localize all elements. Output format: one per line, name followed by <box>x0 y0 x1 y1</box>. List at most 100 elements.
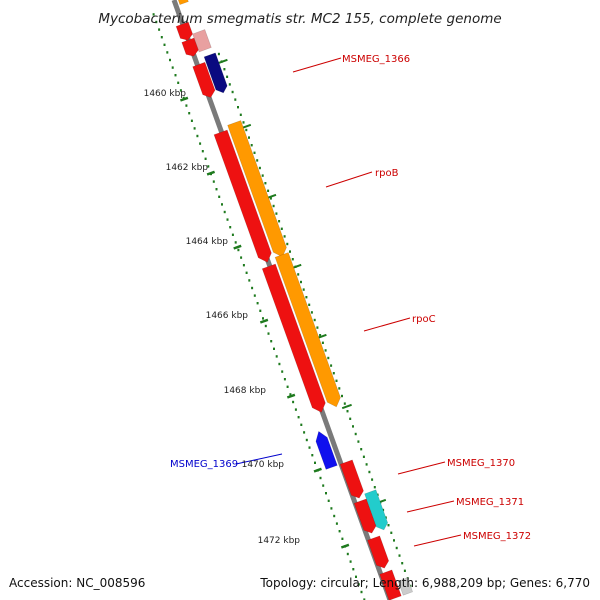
scale-tick-minor <box>221 203 223 206</box>
scale-tick-minor <box>155 20 158 24</box>
scale-tick-minor <box>239 113 242 116</box>
scale-label-1470: 1470 kbp <box>242 460 285 470</box>
scale-tick-minor <box>363 598 366 600</box>
scale-tick-minor <box>237 106 239 109</box>
scale-tick-minor <box>177 81 180 84</box>
gene-msmeg-1369[interactable] <box>315 430 338 470</box>
scale-tick-minor <box>226 75 229 78</box>
scale-tick-minor <box>169 58 171 62</box>
scale-tick-minor <box>310 311 313 314</box>
scale-tick-minor <box>338 530 341 533</box>
scale-tick-minor <box>302 288 305 291</box>
gene-msmeg-1370-b[interactable] <box>353 498 377 534</box>
scale-tick-minor <box>253 151 256 154</box>
map-title: Mycobacterium smegmatis str. MC2 155, co… <box>98 11 501 27</box>
scale-tick-minor <box>229 226 232 229</box>
scale-tick-minor <box>199 142 202 145</box>
scale-tick-minor <box>264 182 267 185</box>
scale-tick-minor <box>291 258 294 261</box>
scale-tick-minor <box>283 235 286 238</box>
scale-tick-minor <box>346 552 349 556</box>
gene-bottom-stub[interactable] <box>379 569 402 600</box>
scale-tick-minor <box>166 51 169 54</box>
scale-tick-minor <box>335 379 338 382</box>
scale-tick-minor <box>322 484 325 487</box>
scale-tick-minor <box>286 242 289 246</box>
scale-tick-minor <box>190 119 193 122</box>
gene-msmeg-1372[interactable] <box>367 535 390 569</box>
leader-rpoc <box>363 317 411 332</box>
gene-rpoc-inner[interactable] <box>261 263 326 413</box>
scale-tick-minor <box>325 492 327 495</box>
scale-label-1462: 1462 kbp <box>166 163 209 173</box>
scale-tick-minor <box>269 197 272 200</box>
genome-summary-text: Topology: circular; Length: 6,988,209 bp… <box>259 576 590 590</box>
scale-tick-minor <box>354 432 357 436</box>
leader-msmeg-1370 <box>397 461 446 475</box>
scale-tick-minor <box>360 448 363 451</box>
scale-tick-minor <box>272 204 275 208</box>
gene-label-rpob[interactable]: rpoB <box>375 168 399 179</box>
gene-label-msmeg-1366[interactable]: MSMEG_1366 <box>342 54 410 65</box>
leader-msmeg-1372 <box>413 534 462 547</box>
scale-tick-minor <box>248 136 250 139</box>
gene-msmeg-1371[interactable] <box>364 489 389 531</box>
scale-tick-minor <box>321 341 324 344</box>
scale-tick-minor <box>278 362 281 366</box>
scale-tick-minor <box>401 562 404 565</box>
scale-tick-minor <box>234 98 237 101</box>
scale-tick-minor <box>330 507 333 510</box>
scale-tick-minor <box>341 537 344 540</box>
scale-tick-minor <box>256 159 259 162</box>
scale-tick-minor <box>174 74 177 77</box>
scale-tick-minor <box>275 212 278 215</box>
scale-tick-minor <box>251 286 254 290</box>
gene-label-msmeg-1369[interactable]: MSMEG_1369 <box>170 459 238 470</box>
gene-msmeg-1366-partner[interactable] <box>203 52 228 94</box>
gene-msmeg-1366[interactable] <box>192 61 216 98</box>
scale-tick-minor <box>258 166 261 170</box>
gene-top-stub-d[interactable] <box>181 37 199 57</box>
scale-tick-minor <box>368 470 371 474</box>
scale-tick-minor <box>300 280 302 284</box>
scale-tick-minor <box>324 349 327 352</box>
scale-tick-minor <box>218 195 221 198</box>
scale-tick-minor <box>390 531 393 534</box>
scale-tick-minor <box>303 431 306 434</box>
scale-tick-minor <box>373 486 376 489</box>
gene-rpob[interactable] <box>227 120 287 258</box>
gene-rpob-inner[interactable] <box>213 129 272 263</box>
scale-tick-minor <box>204 157 207 160</box>
gene-label-msmeg-1371[interactable]: MSMEG_1371 <box>456 497 524 508</box>
scale-tick-minor <box>362 455 365 458</box>
scale-tick-minor <box>223 68 226 71</box>
gene-msmeg-1370[interactable] <box>339 459 364 499</box>
gene-label-rpoc[interactable]: rpoC <box>412 314 436 325</box>
scale-label-1472: 1472 kbp <box>258 536 301 546</box>
scale-tick-minor <box>207 165 210 168</box>
scale-tick-minor <box>242 121 245 124</box>
scale-tick-minor <box>253 294 256 297</box>
gene-label-msmeg-1370[interactable]: MSMEG_1370 <box>447 458 515 469</box>
gene-rpoc[interactable] <box>274 252 341 408</box>
scale-tick-minor <box>355 575 357 578</box>
scale-tick-minor <box>357 440 360 443</box>
scale-tick-minor <box>163 43 166 46</box>
scale-tick-minor <box>250 144 253 147</box>
accession-text: Accession: NC_008596 <box>9 576 145 590</box>
scale-tick-minor <box>289 250 291 253</box>
gene-bottom-stub-grey[interactable] <box>397 577 413 596</box>
leader-msmeg-1369 <box>235 453 283 465</box>
scale-tick-minor <box>286 385 289 388</box>
gene-label-msmeg-1372[interactable]: MSMEG_1372 <box>463 531 531 542</box>
gene-top-stub-a[interactable] <box>177 0 189 5</box>
scale-tick-minor <box>185 104 188 107</box>
scale-tick-major <box>233 244 242 250</box>
scale-tick-minor <box>327 499 330 502</box>
scale-tick-minor <box>371 478 374 481</box>
scale-tick-minor <box>297 416 300 419</box>
gene-top-stub-c[interactable] <box>192 29 212 53</box>
gene-top-stub-b[interactable] <box>175 21 193 41</box>
scale-tick-major <box>286 393 296 399</box>
scale-tick-minor <box>294 408 297 411</box>
